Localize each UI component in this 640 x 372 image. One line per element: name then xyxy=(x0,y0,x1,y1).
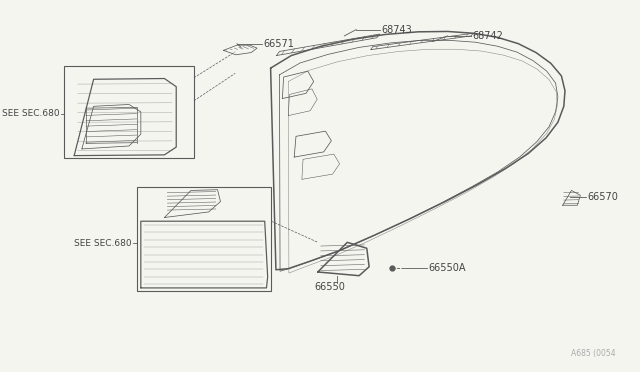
Text: 66571: 66571 xyxy=(263,39,294,49)
Text: 68743: 68743 xyxy=(381,25,412,35)
Text: SEE SEC.680: SEE SEC.680 xyxy=(74,239,132,248)
Text: A685 (0054: A685 (0054 xyxy=(571,349,616,358)
Bar xyxy=(64,65,194,158)
Text: 68742: 68742 xyxy=(472,31,503,41)
Text: SEE SEC.680: SEE SEC.680 xyxy=(3,109,60,118)
Bar xyxy=(137,187,271,291)
Text: 66550: 66550 xyxy=(314,282,345,292)
Text: 66550A: 66550A xyxy=(428,263,466,273)
Text: 66570: 66570 xyxy=(588,192,618,202)
